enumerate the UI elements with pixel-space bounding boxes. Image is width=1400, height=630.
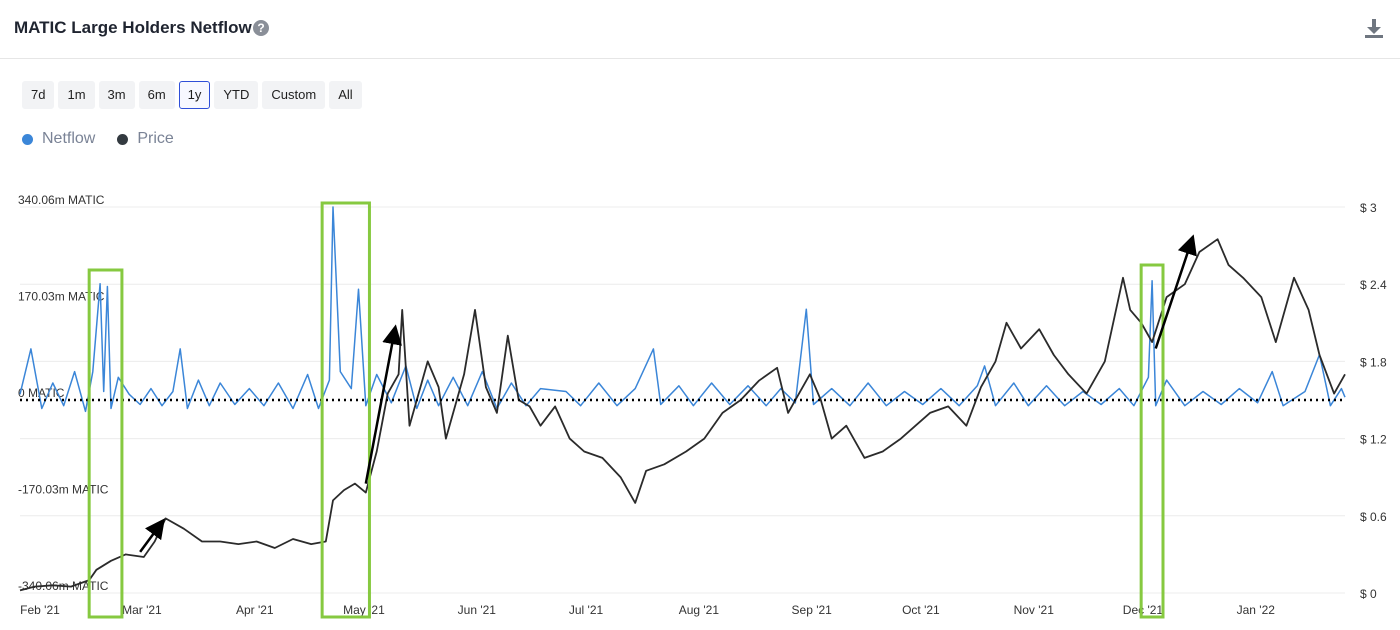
- legend-label-netflow: Netflow: [42, 130, 96, 147]
- y-left-tick-label: 170.03m MATIC: [18, 290, 105, 304]
- legend-item-netflow[interactable]: Netflow: [22, 130, 95, 148]
- download-icon[interactable]: [1364, 17, 1384, 39]
- y-right-tick-label: $ 2.4: [1360, 278, 1387, 292]
- x-tick-label: Dec '21: [1123, 603, 1164, 617]
- y-right-tick-label: $ 0: [1360, 587, 1377, 601]
- y-right-tick-label: $ 1.2: [1360, 433, 1387, 447]
- axis-labels: $ 3 $ 2.4 $ 1.8 $ 1.2 $ 0.6 $ 0 340.06m MATIC 1…: [18, 193, 1387, 617]
- x-tick-label: Jun '21: [458, 603, 497, 617]
- highlight-box: [87, 268, 124, 619]
- highlight-box: [1139, 263, 1165, 619]
- range-1y-button[interactable]: 1y: [178, 81, 211, 109]
- chart-legend: Netflow Price: [22, 130, 174, 148]
- highlight-box: [320, 201, 371, 619]
- x-tick-label: Jan '22: [1237, 603, 1276, 617]
- netflow-line: [19, 206, 1346, 413]
- y-right-tick-label: $ 0.6: [1360, 510, 1387, 524]
- annotations: [20, 201, 1345, 619]
- range-custom-button[interactable]: Custom: [262, 81, 326, 109]
- range-3m-button[interactable]: 3m: [98, 81, 135, 109]
- x-tick-label: Nov '21: [1014, 603, 1055, 617]
- range-1m-button[interactable]: 1m: [58, 81, 95, 109]
- time-range-selector: 7d 1m 3m 6m 1y YTD Custom All: [22, 81, 362, 109]
- series-lines: [19, 206, 1346, 592]
- price-line: [19, 238, 1346, 592]
- x-tick-label: Oct '21: [902, 603, 940, 617]
- x-tick-label: Feb '21: [20, 603, 60, 617]
- x-tick-label: Apr '21: [236, 603, 274, 617]
- range-ytd-button[interactable]: YTD: [214, 81, 259, 109]
- y-left-tick-label: 0 MATIC: [18, 386, 65, 400]
- legend-item-price[interactable]: Price: [117, 130, 174, 148]
- y-left-tick-label: 340.06m MATIC: [18, 193, 105, 207]
- range-all-button[interactable]: All: [329, 81, 362, 109]
- grid-lines: [20, 206, 1345, 594]
- price-color-dot: [117, 133, 129, 145]
- trend-arrow: [139, 518, 165, 553]
- y-left-tick-label: -340.06m MATIC: [18, 579, 109, 593]
- question-circle-icon[interactable]: ?: [253, 20, 269, 36]
- trend-arrow: [1154, 234, 1197, 349]
- x-tick-label: Aug '21: [679, 603, 720, 617]
- y-left-tick-label: -170.03m MATIC: [18, 483, 109, 497]
- x-tick-label: Jul '21: [569, 603, 604, 617]
- trend-arrow: [364, 324, 402, 484]
- chart-header: MATIC Large Holders Netflow ?: [0, 0, 1400, 59]
- y-right-tick-label: $ 1.8: [1360, 355, 1387, 369]
- y-right-tick-label: $ 3: [1360, 201, 1377, 215]
- x-tick-label: May '21: [343, 603, 385, 617]
- x-tick-label: Sep '21: [792, 603, 833, 617]
- legend-label-price: Price: [137, 130, 174, 147]
- range-6m-button[interactable]: 6m: [138, 81, 175, 109]
- x-tick-label: Mar '21: [122, 603, 162, 617]
- range-7d-button[interactable]: 7d: [22, 81, 55, 109]
- page-title: MATIC Large Holders Netflow: [14, 18, 252, 37]
- netflow-color-dot: [22, 133, 33, 145]
